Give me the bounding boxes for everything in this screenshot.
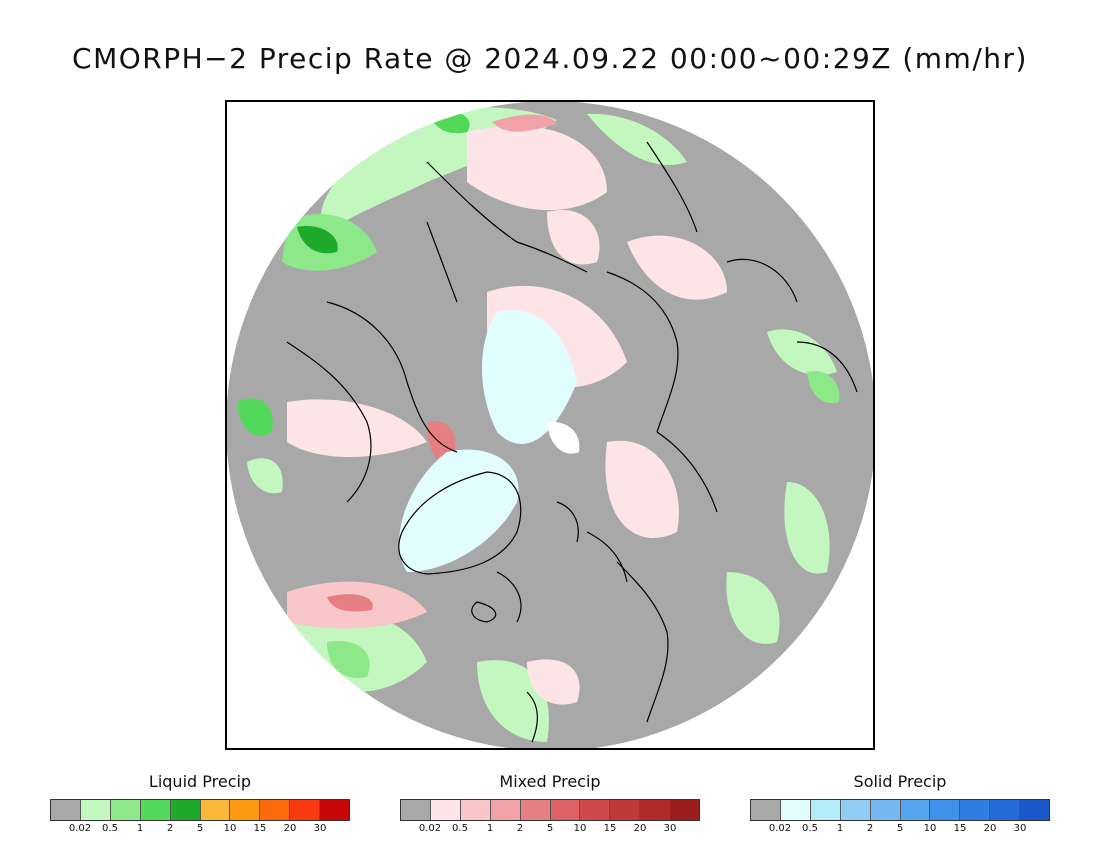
- legend-tick-label: 1: [486, 823, 494, 834]
- legend-tick-label: 2: [166, 823, 174, 834]
- solid-precip-areas: [399, 310, 580, 572]
- legend-swatch: [670, 800, 700, 820]
- legend-swatch: [110, 800, 141, 820]
- legend-swatch: [640, 800, 671, 820]
- legend-tick-label: 10: [573, 823, 587, 834]
- legend-swatch: [751, 800, 781, 820]
- legend-swatch: [550, 800, 581, 820]
- legend-swatch: [490, 800, 521, 820]
- legend-colorbar: [50, 799, 350, 821]
- legend-swatch: [430, 800, 461, 820]
- legend-tick-label: 1: [136, 823, 144, 834]
- legend-solid: Solid Precip 0.02 0.5 1 2 5 10 15 20 30: [750, 772, 1050, 837]
- coastlines: [286, 141, 858, 743]
- legend-tick-label: 5: [546, 823, 554, 834]
- legend-tick-label: 30: [1013, 823, 1027, 834]
- legend-colorbar: [750, 799, 1050, 821]
- legend-swatch: [520, 800, 551, 820]
- legend-swatch: [930, 800, 961, 820]
- legend-swatch: [230, 800, 261, 820]
- legend-tick-label: 0.02: [68, 823, 92, 834]
- legend-tick-label: 15: [253, 823, 267, 834]
- legend-swatch: [51, 800, 81, 820]
- legend-swatch: [170, 800, 201, 820]
- legend-tick-label: 5: [196, 823, 204, 834]
- legend-tick-label: 1: [836, 823, 844, 834]
- legend-liquid: Liquid Precip 0.02 0.5 1 2 5 10 15 20 30: [50, 772, 350, 837]
- legend-swatch: [610, 800, 641, 820]
- legend-tick-label: 10: [923, 823, 937, 834]
- legend-colorbar: [400, 799, 700, 821]
- legend-tick-label: 2: [866, 823, 874, 834]
- legend-tick-label: 10: [223, 823, 237, 834]
- legend-swatch: [810, 800, 841, 820]
- legend-swatch: [780, 800, 811, 820]
- legend-tick-label: 0.02: [418, 823, 442, 834]
- polar-map-svg: [227, 102, 873, 748]
- legend-tick-label: 0.5: [452, 823, 468, 834]
- precip-map[interactable]: [225, 100, 875, 750]
- legend-tick-label: 2: [516, 823, 524, 834]
- legend-title: Liquid Precip: [148, 772, 252, 791]
- legend-swatch: [460, 800, 491, 820]
- legend-swatch: [990, 800, 1021, 820]
- chart-title: CMORPH−2 Precip Rate @ 2024.09.22 00:00~…: [72, 42, 1028, 75]
- legend-tick-label: 0.02: [768, 823, 792, 834]
- legend-swatch: [140, 800, 171, 820]
- legend-swatch: [1020, 800, 1050, 820]
- legend-tick-label: 30: [313, 823, 327, 834]
- legend-swatch: [260, 800, 291, 820]
- legend-swatch: [200, 800, 231, 820]
- legend-tick-label: 15: [953, 823, 967, 834]
- legend-tick-label: 15: [603, 823, 617, 834]
- legend-title: Mixed Precip: [499, 772, 601, 791]
- legend-swatch: [900, 800, 931, 820]
- legend-tick-label: 5: [896, 823, 904, 834]
- legend-swatch: [840, 800, 871, 820]
- legend-tick-label: 0.5: [802, 823, 818, 834]
- legend-swatch: [870, 800, 901, 820]
- legend-swatch: [80, 800, 111, 820]
- legend-tick-label: 20: [633, 823, 647, 834]
- legend-swatch: [960, 800, 991, 820]
- legend-tick-label: 0.5: [102, 823, 118, 834]
- legend-swatch: [320, 800, 350, 820]
- legend-mixed: Mixed Precip 0.02 0.5 1 2 5 10 15 20 30: [400, 772, 700, 837]
- legend-ticks: 0.02 0.5 1 2 5 10 15 20 30: [750, 823, 1050, 837]
- legend-tick-label: 30: [663, 823, 677, 834]
- legend-swatch: [580, 800, 611, 820]
- legend-ticks: 0.02 0.5 1 2 5 10 15 20 30: [400, 823, 700, 837]
- legend-tick-label: 20: [983, 823, 997, 834]
- legend-ticks: 0.02 0.5 1 2 5 10 15 20 30: [50, 823, 350, 837]
- legend-tick-label: 20: [283, 823, 297, 834]
- legend-title: Solid Precip: [853, 772, 947, 791]
- legend-swatch: [401, 800, 431, 820]
- legend-swatch: [290, 800, 321, 820]
